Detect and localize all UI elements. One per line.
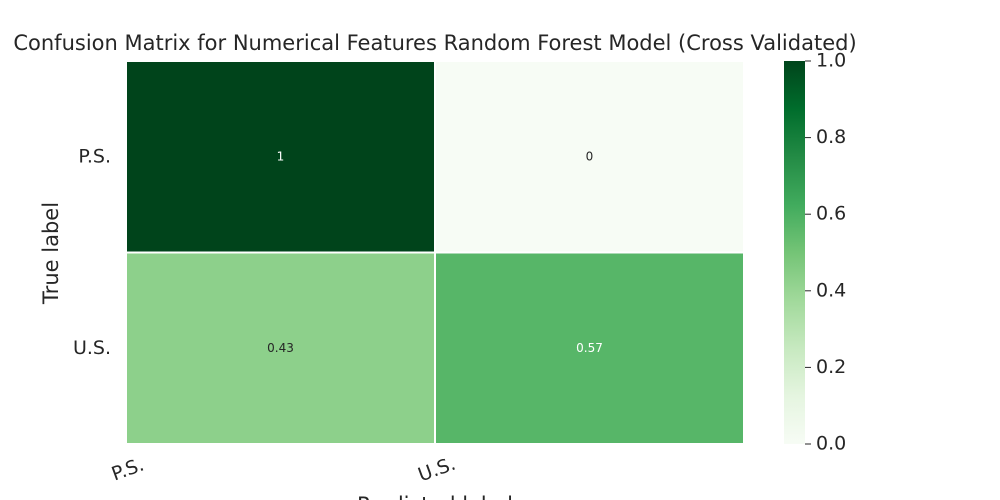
cell-label: 0 (586, 149, 594, 163)
cell-label: 0.43 (267, 341, 294, 355)
y-tick-label: P.S. (78, 145, 111, 167)
colorbar (784, 61, 805, 444)
heatmap-cell (434, 60, 745, 254)
colorbar-tick-label: 0.6 (816, 203, 846, 225)
colorbar-tick-label: 1.0 (816, 50, 846, 72)
x-tick-label: P.S. (109, 454, 147, 486)
x-axis-label: Predicted label (357, 493, 513, 500)
heatmap-cell (125, 60, 436, 254)
heatmap-cell (125, 251, 436, 445)
colorbar-tick-label: 0.8 (816, 126, 846, 148)
colorbar-tick-label: 0.4 (816, 279, 846, 301)
x-tick-label: U.S. (415, 453, 458, 487)
colorbar-tick-label: 0.0 (816, 433, 846, 455)
heatmap-cell (434, 251, 745, 445)
colorbar-tick-label: 0.2 (816, 356, 846, 378)
cell-label: 0.57 (576, 341, 603, 355)
chart-title: Confusion Matrix for Numerical Features … (13, 31, 856, 55)
cell-label: 1 (277, 149, 285, 163)
y-tick-label: U.S. (73, 337, 111, 359)
y-axis-label: True label (39, 202, 63, 305)
